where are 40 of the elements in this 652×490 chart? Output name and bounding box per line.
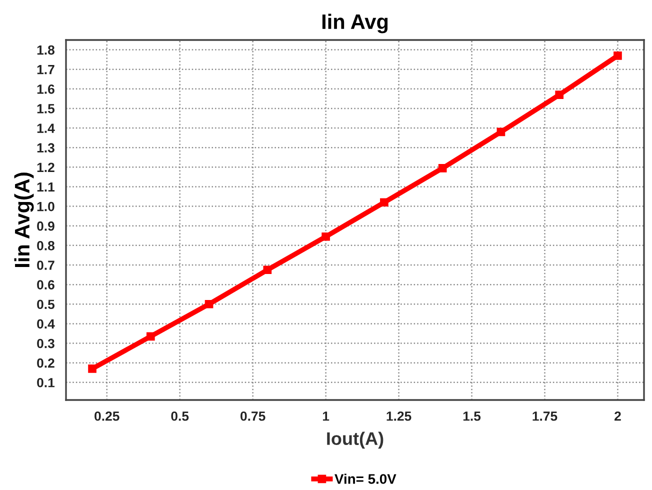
y-tick-label: 0.8 <box>37 241 54 250</box>
y-tick-label: 0.2 <box>37 358 54 368</box>
y-tick-label: 0.6 <box>37 280 54 290</box>
y-tick-label: 0.7 <box>37 260 54 270</box>
y-tick-label: 1.6 <box>37 84 54 94</box>
y-tick-label: 1.5 <box>37 104 55 114</box>
point <box>204 300 214 308</box>
y-axis-title: Iin Avg(A) <box>14 172 34 268</box>
x-tick-label: 1.25 <box>386 411 412 421</box>
legend-label: Vin= 5.0V <box>334 474 396 484</box>
x-tick-label: 0.75 <box>240 411 266 421</box>
x-axis-title: Iout(A) <box>327 432 384 449</box>
y-tick-label: 0.4 <box>37 319 55 329</box>
point <box>146 332 155 341</box>
y-tick-label: 0.1 <box>37 378 55 388</box>
point <box>263 266 272 274</box>
x-tick-label: 1.75 <box>532 412 558 421</box>
y-tick-label: 1.7 <box>37 65 54 74</box>
y-tick-label: 1.3 <box>37 143 54 153</box>
y-tick-label: 1.4 <box>37 124 55 133</box>
point <box>614 51 622 60</box>
point <box>496 128 506 136</box>
y-tick-label: 0.9 <box>37 221 54 231</box>
chart-title: Iin Avg <box>322 14 388 34</box>
point <box>438 164 447 172</box>
y-tick-label: 1.2 <box>37 162 54 172</box>
y-tick-label: 0.5 <box>37 300 55 310</box>
y-tick-label: 0.3 <box>37 338 54 348</box>
y-tick-label: 1.8 <box>37 45 54 55</box>
x-tick-label: 0.5 <box>171 411 189 421</box>
point <box>380 198 388 207</box>
x-tick-label: 1 <box>322 412 330 421</box>
point <box>88 364 96 373</box>
x-tick-label: 1.5 <box>463 412 481 421</box>
point <box>555 90 564 99</box>
x-tick-label: 2 <box>614 411 621 421</box>
point <box>322 232 330 241</box>
y-tick-label: 1.1 <box>37 182 55 192</box>
y-tick-label: 1.0 <box>37 202 54 212</box>
x-tick-label: 0.25 <box>94 411 120 421</box>
